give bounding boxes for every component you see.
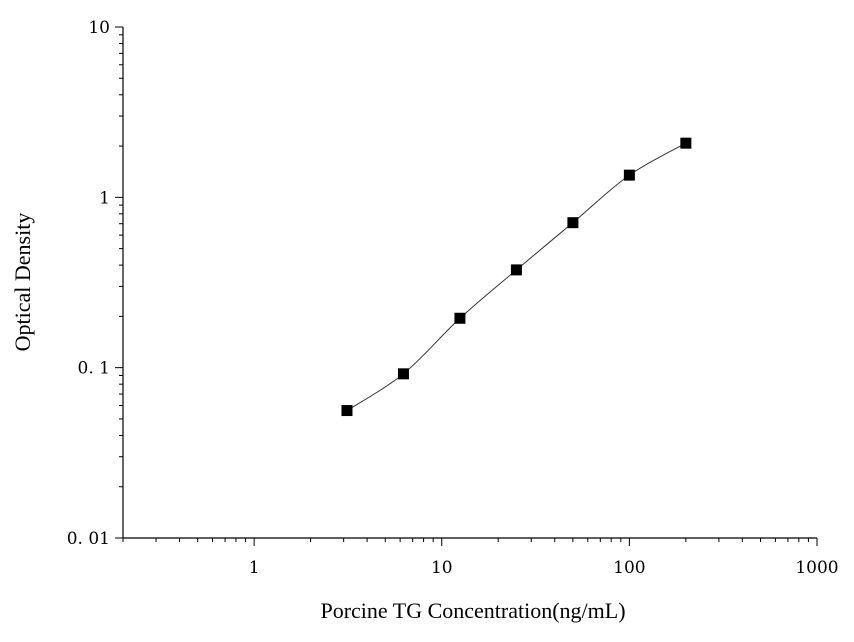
labels-layer: 1 10 100 1000 0. 01 0. 1 1 10 [67,18,839,578]
y-tick-label: 0. 1 [78,359,110,379]
y-tick-label: 1 [99,188,110,208]
fit-curve [346,142,687,411]
data-point [567,217,579,229]
x-tick-label: 100 [613,558,645,578]
curve-layer [346,142,687,411]
points-layer [341,137,692,417]
data-point [623,169,635,181]
x-tick-label: 1000 [795,558,838,578]
axes [115,26,818,546]
data-point [454,312,466,324]
x-tick-label: 1 [249,558,260,578]
data-point [510,264,522,276]
x-tick-label: 10 [431,558,453,578]
x-axis-title: Porcine TG Concentration(ng/mL) [320,598,625,623]
y-axis-title: Optical Density [10,213,35,352]
data-point [680,137,692,149]
data-point [341,405,353,417]
y-tick-label: 10 [88,18,110,38]
data-point [397,368,409,380]
y-tick-label: 0. 01 [67,529,110,549]
